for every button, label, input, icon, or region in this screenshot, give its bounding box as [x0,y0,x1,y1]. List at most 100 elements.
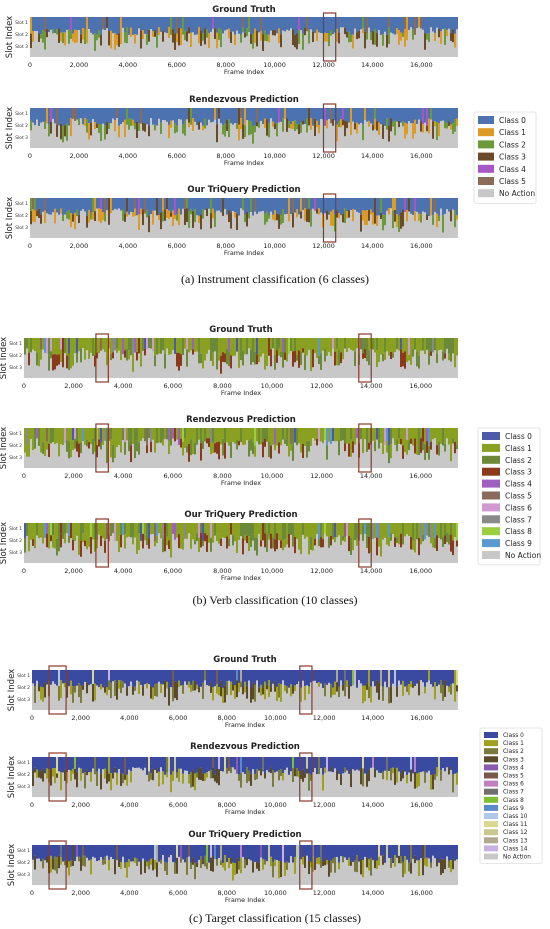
heatmap-cell [230,523,232,535]
heatmap-cell [52,845,54,859]
heatmap-cell [210,442,212,455]
heatmap-cell [154,757,156,770]
heatmap-cell [54,428,56,444]
heatmap-cell [316,857,318,864]
heatmap-cell [200,338,202,354]
heatmap-cell [342,198,344,214]
heatmap-cell [362,768,364,787]
heatmap-cell [70,770,72,782]
heatmap-cell [360,428,362,440]
heatmap-cell [414,855,416,864]
heatmap-cell [138,533,140,550]
heatmap-cell [266,534,268,552]
heatmap-cell [436,213,438,227]
heatmap-cell [204,108,206,119]
heatmap-cell [52,338,54,355]
heatmap-cell [450,428,452,444]
heatmap-cell [426,17,428,34]
heatmap-cell [66,338,68,356]
heatmap-cell [382,845,384,856]
highlight-box [322,103,337,153]
heatmap-cell [386,118,388,130]
heatmap-cell [340,428,342,441]
heatmap-cell [252,845,254,862]
heatmap-cell [128,198,130,215]
heatmap-cell [46,856,48,863]
heatmap-cell [286,861,288,870]
heatmap-cell [192,211,194,228]
x-tick-label: 14,000 [361,242,384,250]
legend-swatch [482,503,500,512]
heatmap-cell [332,108,334,119]
heatmap-cell [216,108,218,125]
heatmap-cell [108,534,110,542]
heatmap-cell [118,33,120,47]
heatmap-cell [66,355,68,369]
heatmap-cell [348,535,350,552]
heatmap-cell [362,757,364,769]
heatmap-cell [182,523,184,537]
heatmap-cell [274,354,276,370]
heatmap-cell [150,523,152,535]
heatmap-cell [334,523,336,538]
heatmap-cell [304,757,306,774]
heatmap-cell [94,122,96,130]
heatmap-cell [74,670,76,687]
heatmap-cell [368,338,370,351]
heatmap-cell [144,108,146,124]
heatmap-cell [236,338,238,352]
heatmap-cell [344,338,346,349]
heatmap-cell [146,523,148,537]
legend-swatch [478,152,494,161]
heatmap-cell [76,670,78,686]
heatmap-cell [174,862,176,874]
heatmap-cell [62,428,64,446]
heatmap-cell [136,108,138,122]
heatmap-cell [46,17,48,30]
heatmap-cell [96,670,98,686]
heatmap-cell [306,17,308,32]
heatmap-cell [328,17,330,33]
heatmap-cell [454,108,456,120]
heatmap-cell [298,845,300,859]
heatmap-cell [366,428,368,443]
heatmap-cell [202,670,204,683]
heatmap-cell [352,209,354,222]
heatmap-cell [306,523,308,537]
heatmap-cell [188,757,190,775]
heatmap-cell [282,352,284,368]
heatmap-cell [176,857,178,874]
heatmap-cell [146,338,148,350]
heatmap-cell [392,428,394,439]
heatmap-cell [302,108,304,121]
heatmap-cell [364,348,366,359]
heatmap-cell [142,17,144,31]
heatmap-cell [86,108,88,120]
heatmap-cell [162,523,164,540]
heatmap-cell [206,198,208,209]
heatmap-cell [186,349,188,367]
heatmap-cell [126,845,128,863]
heatmap-cell [222,845,224,863]
heatmap-cell [80,17,82,35]
heatmap-cell [84,670,86,682]
y-tick-label: Slot 1 [9,526,22,532]
heatmap-cell [424,523,426,540]
heatmap-cell [116,17,118,35]
x-tick-label: 2,000 [70,61,89,69]
heatmap-cell [402,338,404,353]
heatmap-cell [132,537,134,545]
heatmap-cell [436,858,438,867]
heatmap-cell [116,108,118,119]
heatmap-cell [124,350,126,358]
heatmap-cell [266,119,268,136]
heatmap-cell [46,338,48,354]
heatmap-cell [286,17,288,30]
heatmap-cell [132,17,134,35]
heatmap-cell [150,686,152,699]
heatmap-cell [374,768,376,778]
heatmap-cell [176,108,178,126]
heatmap-cell [338,198,340,214]
heatmap-cell [370,845,372,858]
heatmap-cell [304,685,306,701]
